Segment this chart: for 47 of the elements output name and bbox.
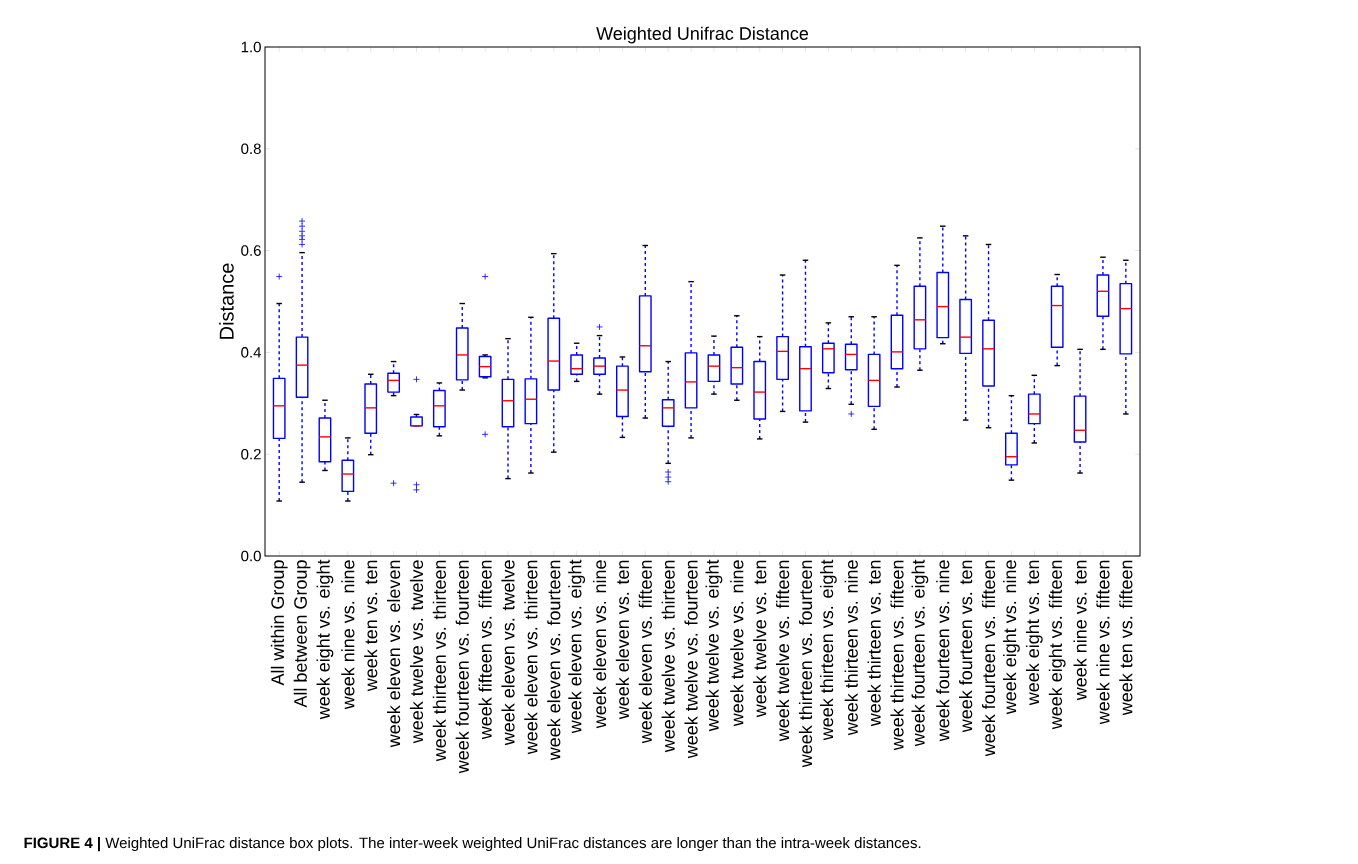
x-tick-label: week thirteen vs. eight: [819, 559, 837, 741]
x-tick-label: week thirteen vs. thirteen: [432, 560, 446, 762]
x-tick-label: week nine vs. nine: [341, 560, 355, 710]
x-tick-label: week fourteen vs. fourteen: [455, 560, 469, 774]
x-tick-label: week twelve vs. fifteen: [775, 560, 790, 742]
y-tick-label: 0.6: [241, 245, 261, 256]
y-tick-label: 0.4: [241, 347, 262, 358]
x-tick-label: week eleven vs. thirteen: [524, 560, 538, 755]
x-tick-label: week eleven vs. ten: [615, 560, 630, 720]
x-tick-label: week eight vs. eight: [316, 559, 334, 720]
chart-title: Weighted Unifrac Distance: [596, 26, 809, 44]
x-tick-label: week twelve vs. ten: [753, 560, 767, 718]
x-tick-label: week thirteen vs. nine: [844, 560, 858, 736]
y-tick-label: 1.0: [241, 41, 261, 53]
x-tick-label: All between Group: [293, 560, 311, 708]
x-tick-label: week eight vs. ten: [1025, 560, 1043, 706]
x-tick-label: week fourteen vs. fifteen: [981, 560, 996, 757]
x-tick-label: week nine vs. fifteen: [1096, 560, 1110, 725]
y-tick-label: 0.2: [241, 448, 261, 460]
x-tick-label: week ten vs. fifteen: [1119, 560, 1133, 716]
x-tick-label: week thirteen vs. fifteen: [890, 560, 904, 751]
x-tick-label: week fourteen vs. nine: [936, 560, 950, 742]
x-tick-label: week nine vs. ten: [1073, 560, 1087, 701]
x-tick-label: week eleven vs. twelve: [501, 560, 515, 746]
x-tick-label: week twelve vs. nine: [730, 560, 744, 727]
x-tick-label: week eight vs. nine: [1003, 560, 1020, 715]
x-tick-label: week fourteen vs. ten: [959, 560, 973, 733]
x-tick-label: week twelve vs. twelve: [409, 560, 424, 744]
x-tick-label: week thirteen vs. ten: [867, 560, 881, 727]
x-tick-label: week twelve vs. fourteen: [684, 560, 698, 759]
x-tick-label: week fourteen vs. eight: [911, 559, 929, 747]
x-tick-label: week eight vs. fifteen: [1048, 560, 1066, 730]
x-tick-label: week twelve vs. eight: [705, 559, 723, 732]
x-tick-label: week eleven vs. eleven: [386, 560, 401, 748]
y-tick-label: 0.0: [241, 550, 261, 562]
y-tick-label: 0.8: [241, 143, 261, 155]
y-axis-title: Distance: [219, 263, 234, 339]
x-tick-label: week ten vs. ten: [364, 560, 378, 692]
x-tick-label: week eleven vs. eight: [568, 559, 586, 734]
text: FIGURE 4 | Weighted UniFrac distance box plots. The inter-week weighted UniFrac distances are longer than the intra-week distances.: [24, 837, 921, 852]
x-tick-label: All within Group: [270, 560, 288, 686]
x-tick-label: week twelve vs. thirteen: [661, 560, 675, 753]
x-tick-label: week eleven vs. fourteen: [547, 560, 561, 761]
x-tick-label: week eleven vs. nine: [592, 560, 607, 729]
x-tick-label: week fifteen vs. fifteen: [478, 560, 492, 740]
x-tick-label: week thirteen vs. fourteen: [798, 560, 813, 768]
x-tick-label: week eleven vs. fifteen: [638, 560, 652, 744]
